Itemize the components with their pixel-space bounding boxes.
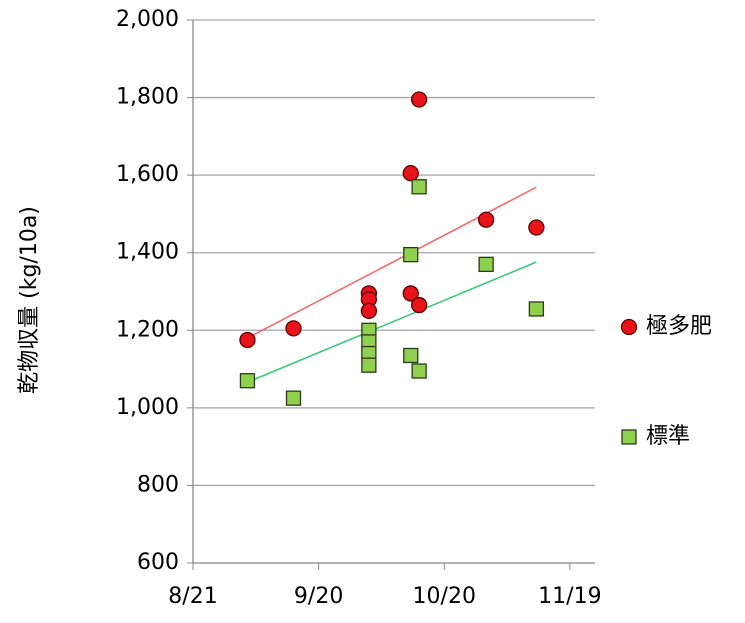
point: [478, 256, 494, 273]
point: [361, 357, 377, 373]
point: [239, 331, 256, 349]
y-tick-label: 2,000: [116, 7, 179, 32]
y-tick-label: 800: [137, 472, 179, 497]
y-tick-label: 1,200: [116, 317, 179, 342]
y-tick-label: 1,600: [116, 162, 179, 187]
trend-line: [247, 261, 537, 383]
point: [411, 179, 427, 195]
point: [360, 302, 378, 320]
legend-marker: [621, 429, 637, 445]
point: [477, 211, 495, 228]
point: [402, 165, 419, 182]
point: [411, 363, 427, 379]
point: [403, 347, 419, 364]
y-axis-label: 乾物収量 (kg/10a): [17, 206, 42, 394]
point: [239, 373, 256, 389]
y-tick-label: 600: [137, 550, 179, 575]
legend-label: 極多肥: [646, 314, 712, 339]
x-tick-label: 10/20: [413, 584, 476, 609]
point: [285, 390, 302, 406]
point: [528, 301, 545, 317]
point: [410, 296, 428, 314]
point: [285, 320, 302, 337]
x-tick-label: 8/21: [168, 584, 217, 609]
x-tick-label: 9/20: [294, 584, 343, 609]
point: [402, 285, 419, 302]
y-tick-label: 1,000: [116, 395, 179, 420]
y-tick-label: 1,400: [116, 240, 179, 265]
point: [403, 247, 419, 263]
legend-label: 標準: [646, 424, 690, 449]
point: [410, 91, 428, 108]
legend-marker: [620, 318, 638, 336]
point: [528, 219, 545, 236]
y-tick-label: 1,800: [116, 85, 179, 110]
x-tick-label: 11/19: [538, 584, 601, 609]
